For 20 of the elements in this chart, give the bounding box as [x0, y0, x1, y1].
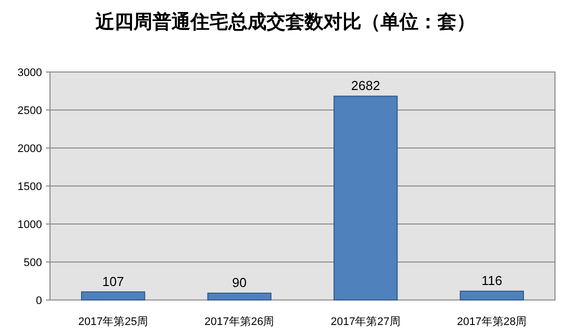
y-tick-label: 2500 — [18, 105, 42, 117]
data-label: 90 — [232, 275, 247, 290]
data-label: 2682 — [351, 78, 380, 94]
bar — [207, 292, 272, 300]
y-tick-label: 1500 — [18, 181, 42, 193]
x-tick-label: 2017年第25周 — [78, 316, 148, 328]
bar — [460, 290, 524, 300]
x-tick-label: 2017年第27周 — [330, 316, 400, 328]
bar — [81, 291, 146, 300]
y-tick-label: 2000 — [18, 143, 42, 155]
y-tick-label: 1000 — [18, 219, 42, 231]
data-label: 107 — [102, 274, 124, 289]
x-tick-label: 2017年第28周 — [457, 316, 527, 328]
y-tick-label: 500 — [24, 257, 42, 269]
x-tick-label: 2017年第26周 — [204, 316, 274, 328]
chart-title: 近四周普通住宅总成交套数对比（单位：套） — [94, 11, 476, 33]
bar — [334, 96, 398, 300]
data-label: 116 — [482, 273, 502, 288]
y-tick-label: 0 — [36, 295, 42, 307]
y-tick-label: 3000 — [18, 67, 42, 79]
